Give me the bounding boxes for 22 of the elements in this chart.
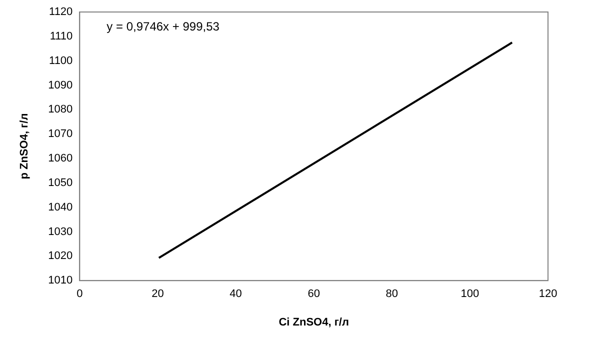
y-tick-label: 1040 xyxy=(48,201,73,214)
y-tick-label: 1030 xyxy=(48,226,73,238)
y-tick-label: 1100 xyxy=(49,54,73,67)
y-tick-label: 1090 xyxy=(48,79,73,92)
y-tick-label: 1020 xyxy=(48,250,73,262)
y-axis-title: p ZnSO4, г/л xyxy=(18,113,31,180)
y-tick-label: 1010 xyxy=(48,274,73,287)
x-axis-title: Ci ZnSO4, г/л xyxy=(278,316,349,328)
y-tick-label: 1120 xyxy=(49,6,73,18)
x-tick-label: 20 xyxy=(152,288,164,300)
x-tick-label: 0 xyxy=(76,288,83,300)
y-tick-label: 1050 xyxy=(48,176,73,189)
x-tick-label: 80 xyxy=(386,288,398,300)
x-tick-label: 40 xyxy=(230,288,242,300)
annotation: y = 0,9746x + 999,53 xyxy=(106,19,220,34)
y-tick-label: 1070 xyxy=(48,128,73,140)
x-tick-label: 120 xyxy=(538,288,558,300)
x-tick-label: 60 xyxy=(308,288,320,300)
y-tick-label: 1060 xyxy=(48,152,73,165)
y-tick-label: 1080 xyxy=(48,104,73,116)
x-tick-label: 100 xyxy=(460,288,480,300)
y-tick-label: 1110 xyxy=(50,30,73,42)
